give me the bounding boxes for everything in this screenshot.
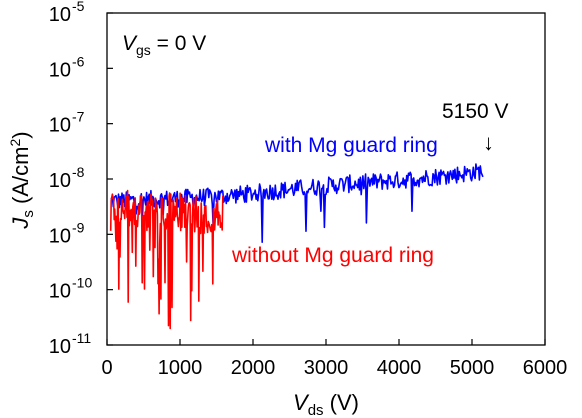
condition-main: V (122, 32, 138, 55)
x-tick-label: 1000 (158, 357, 203, 379)
series-with-mg-guard-ring (110, 163, 484, 243)
y-label-unit-post: ) (8, 131, 33, 138)
series-without-mg-guard-ring (109, 189, 225, 330)
annotation-voltage: 5150 V (442, 100, 509, 123)
x-tick-label: 2000 (231, 357, 276, 379)
x-tick-label: 4000 (377, 357, 422, 379)
series-label-with-ring: with Mg guard ring (264, 134, 438, 157)
x-label-unit: (V) (324, 390, 359, 415)
y-tick-label: 10 (49, 336, 71, 358)
y-tick-label: 10 (49, 170, 71, 192)
y-tick-label: 10 (49, 281, 71, 303)
x-tick-label: 5000 (450, 357, 495, 379)
y-label-unit-sup: 2 (7, 139, 23, 147)
y-label-sub: s (20, 210, 37, 218)
condition-label: Vgs = 0 V (122, 32, 206, 58)
x-tick-label: 0 (101, 357, 112, 379)
y-tick-exponent: -7 (72, 109, 85, 125)
y-label-unit-pre: (A/cm (8, 147, 33, 211)
x-label-sub: ds (308, 402, 324, 418)
x-label-main: V (293, 390, 310, 415)
series-layer (109, 163, 484, 330)
x-tick-label: 3000 (304, 357, 349, 379)
y-tick-exponent: -5 (72, 0, 85, 14)
y-tick-label: 10 (49, 225, 71, 247)
y-label-main: J (8, 217, 33, 230)
y-tick-label: 10 (49, 115, 71, 137)
y-tick-label: 10 (49, 4, 71, 26)
condition-sub: gs (136, 42, 151, 58)
y-tick-exponent: -11 (72, 330, 91, 346)
y-tick-exponent: -9 (72, 219, 85, 235)
x-tick-labels: 0 1000 2000 3000 4000 5000 6000 (101, 357, 567, 379)
y-tick-exponent: -8 (72, 164, 85, 180)
y-axis-label: Js (A/cm2) (7, 131, 37, 229)
tick-marks (106, 12, 546, 346)
x-tick-label: 6000 (523, 357, 568, 379)
series-label-without-ring: without Mg guard ring (231, 244, 434, 267)
y-tick-exponent: -6 (72, 53, 85, 69)
y-tick-label: 10 (49, 59, 71, 81)
condition-rest: = 0 V (151, 32, 206, 55)
x-axis-label: Vds (V) (293, 390, 359, 418)
annotation-arrow: ↓ (483, 130, 494, 155)
y-tick-exponent: -10 (72, 275, 92, 291)
